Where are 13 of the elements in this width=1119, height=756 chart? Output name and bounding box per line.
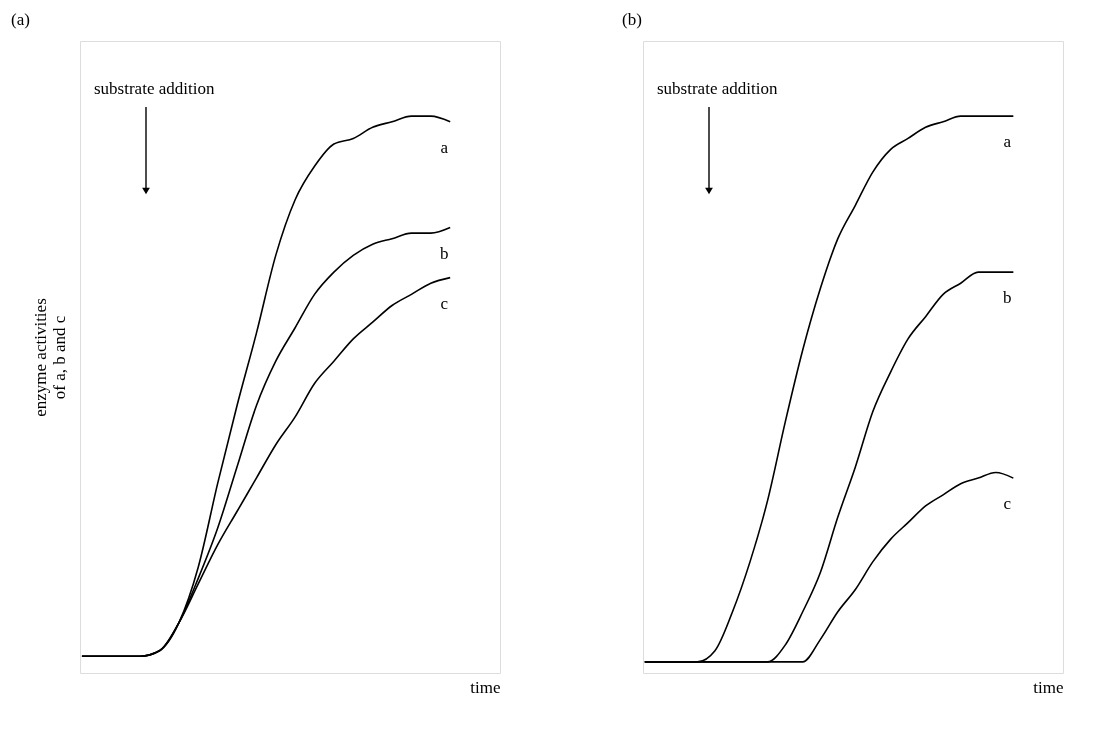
series-label: b [439, 243, 449, 263]
text: substrate addition [657, 79, 778, 98]
series-label: c [1003, 494, 1012, 514]
y-axis-title: enzyme activities of a, b and c [30, 298, 69, 417]
chart-title: (b) [622, 10, 642, 29]
x-axis-title: time [1033, 677, 1064, 697]
series-label: b [1003, 288, 1012, 308]
text: substrate addition [94, 79, 215, 98]
series-label: a [440, 137, 449, 157]
x-axis-title: time [470, 677, 501, 697]
chart-title: (a) [11, 10, 30, 29]
series-label: c [440, 293, 449, 313]
series-label: a [1003, 132, 1012, 152]
